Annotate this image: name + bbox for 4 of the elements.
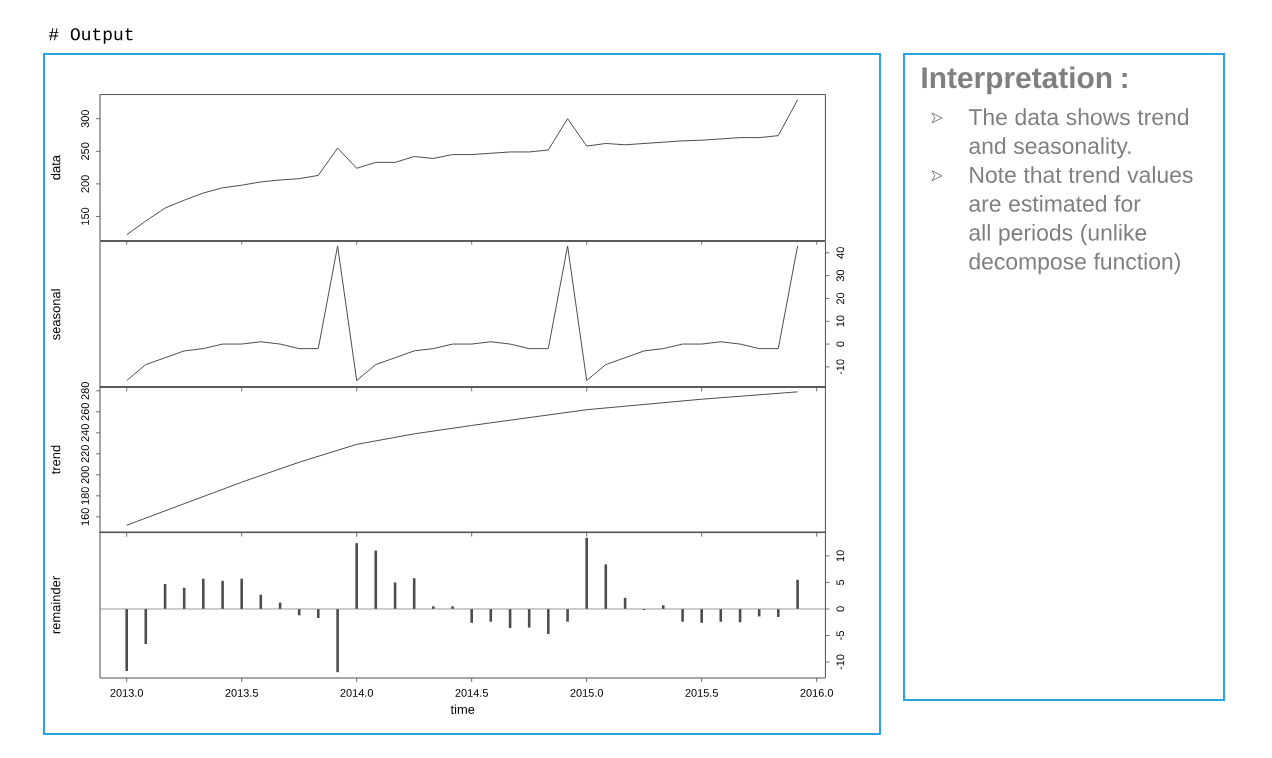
text: The data shows trend and seasonality.: [968, 108, 1189, 159]
text: Interpretation :: [922, 66, 1127, 95]
chart-title: # Output: [48, 28, 133, 44]
text: Note that trend values are estimated for all periods (unlike decompose function): [969, 166, 1193, 275]
